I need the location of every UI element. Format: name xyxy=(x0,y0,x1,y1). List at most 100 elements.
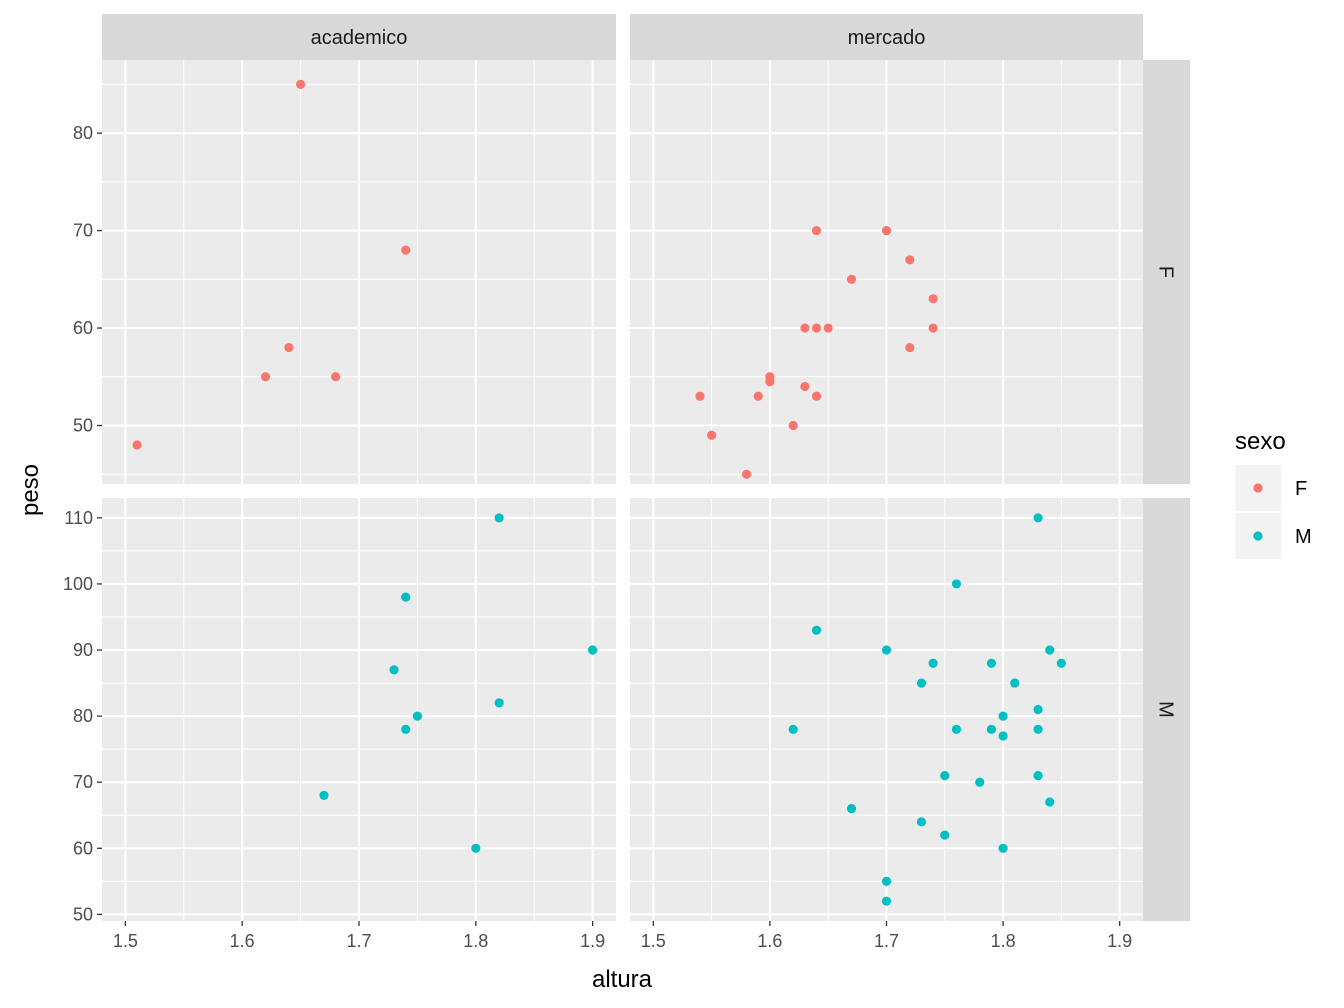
y-tick-label: 110 xyxy=(64,508,93,528)
y-tick-label: 70 xyxy=(73,772,93,792)
data-point xyxy=(811,625,822,635)
x-tick-label: 1.7 xyxy=(346,931,371,951)
strip-background xyxy=(630,14,1143,60)
x-tick-label: 1.7 xyxy=(874,931,899,951)
data-point xyxy=(132,440,142,450)
data-point xyxy=(319,790,329,801)
panel-academico-M xyxy=(102,498,616,921)
points-mercado-F xyxy=(695,225,938,479)
data-point xyxy=(905,342,915,353)
data-point xyxy=(928,658,938,668)
data-point xyxy=(1045,645,1055,655)
panels-layer: academico mercado F M 50 60 70 80 50 60 70 80 90 100 1… xyxy=(63,14,1190,951)
strip-label: M xyxy=(1155,701,1177,718)
x-tick-label: 1.5 xyxy=(113,931,138,951)
data-point xyxy=(940,830,950,840)
x-tick-label: 1.8 xyxy=(991,931,1016,951)
y-tick-label: 100 xyxy=(63,574,93,594)
strip-background xyxy=(102,14,616,60)
points-academico-F xyxy=(132,79,411,450)
legend-key-point xyxy=(1253,483,1263,493)
data-point xyxy=(811,225,822,236)
data-point xyxy=(707,430,717,440)
legend-title: sexo xyxy=(1235,428,1286,455)
x-axis-title: altura xyxy=(592,966,653,993)
strip-background xyxy=(1143,498,1190,921)
data-point xyxy=(788,420,798,431)
x-tick-label: 1.9 xyxy=(580,931,605,951)
data-point xyxy=(928,323,938,333)
points-mercado-M xyxy=(788,513,1066,906)
data-point xyxy=(811,323,822,333)
data-point xyxy=(940,770,950,781)
data-point xyxy=(389,665,399,675)
data-point xyxy=(986,724,997,734)
data-point xyxy=(1033,513,1043,523)
strip-top-mercado: mercado xyxy=(630,14,1143,60)
data-point xyxy=(881,225,892,236)
data-point xyxy=(401,724,411,734)
data-point xyxy=(998,843,1008,853)
data-point xyxy=(471,843,481,853)
data-point xyxy=(401,245,411,255)
y-tick-label: 70 xyxy=(73,221,93,241)
data-point xyxy=(846,804,857,814)
x-tick-label: 1.6 xyxy=(757,931,782,951)
data-point xyxy=(998,711,1008,721)
data-point xyxy=(494,513,504,523)
data-point xyxy=(975,777,985,787)
legend-key-point xyxy=(1253,531,1263,541)
data-point xyxy=(800,381,810,392)
strip-right-M: M xyxy=(1143,498,1190,921)
strip-label: mercado xyxy=(848,27,926,49)
data-point xyxy=(916,678,927,688)
data-point xyxy=(765,377,775,387)
legend-label: M xyxy=(1295,526,1312,548)
legend-item-M: M xyxy=(1235,513,1312,559)
data-point xyxy=(823,323,833,333)
data-point xyxy=(753,391,763,401)
data-point xyxy=(986,658,997,668)
data-point xyxy=(800,323,810,333)
y-axis-title: peso xyxy=(17,464,44,516)
data-point xyxy=(412,711,423,721)
x-tick-label: 1.6 xyxy=(230,931,255,951)
data-point xyxy=(951,724,962,734)
data-point xyxy=(916,817,927,827)
data-point xyxy=(881,645,892,655)
data-point xyxy=(1033,770,1043,781)
x-tick-label: 1.9 xyxy=(1107,931,1132,951)
y-tick-label: 50 xyxy=(73,904,93,924)
strip-label: academico xyxy=(311,27,408,49)
data-point xyxy=(905,255,915,265)
data-point xyxy=(284,342,294,353)
data-point xyxy=(1033,704,1043,715)
data-point xyxy=(401,592,411,602)
legend: sexo F M xyxy=(1235,428,1312,559)
y-tick-label: 80 xyxy=(73,123,93,143)
strip-top-academico: academico xyxy=(102,14,616,60)
x-tick-label: 1.5 xyxy=(641,931,666,951)
data-point xyxy=(881,896,892,906)
data-point xyxy=(1010,678,1020,688)
data-point xyxy=(695,391,705,401)
panel-academico-F xyxy=(102,60,616,484)
points-academico-M xyxy=(319,513,598,853)
data-point xyxy=(846,274,857,284)
x-tick-label: 1.8 xyxy=(463,931,488,951)
y-tick-label: 50 xyxy=(73,416,93,436)
data-point xyxy=(494,698,504,708)
data-point xyxy=(588,645,598,655)
y-tick-label: 60 xyxy=(73,838,93,858)
data-point xyxy=(741,469,752,479)
y-tick-label: 90 xyxy=(73,640,93,660)
y-tick-label: 80 xyxy=(73,706,93,726)
data-point xyxy=(331,372,341,382)
strip-right-F: F xyxy=(1143,60,1190,484)
legend-item-F: F xyxy=(1235,465,1307,511)
data-point xyxy=(881,876,892,886)
data-point xyxy=(1056,658,1066,668)
panel-mercado-F xyxy=(630,60,1143,484)
data-point xyxy=(811,391,822,401)
